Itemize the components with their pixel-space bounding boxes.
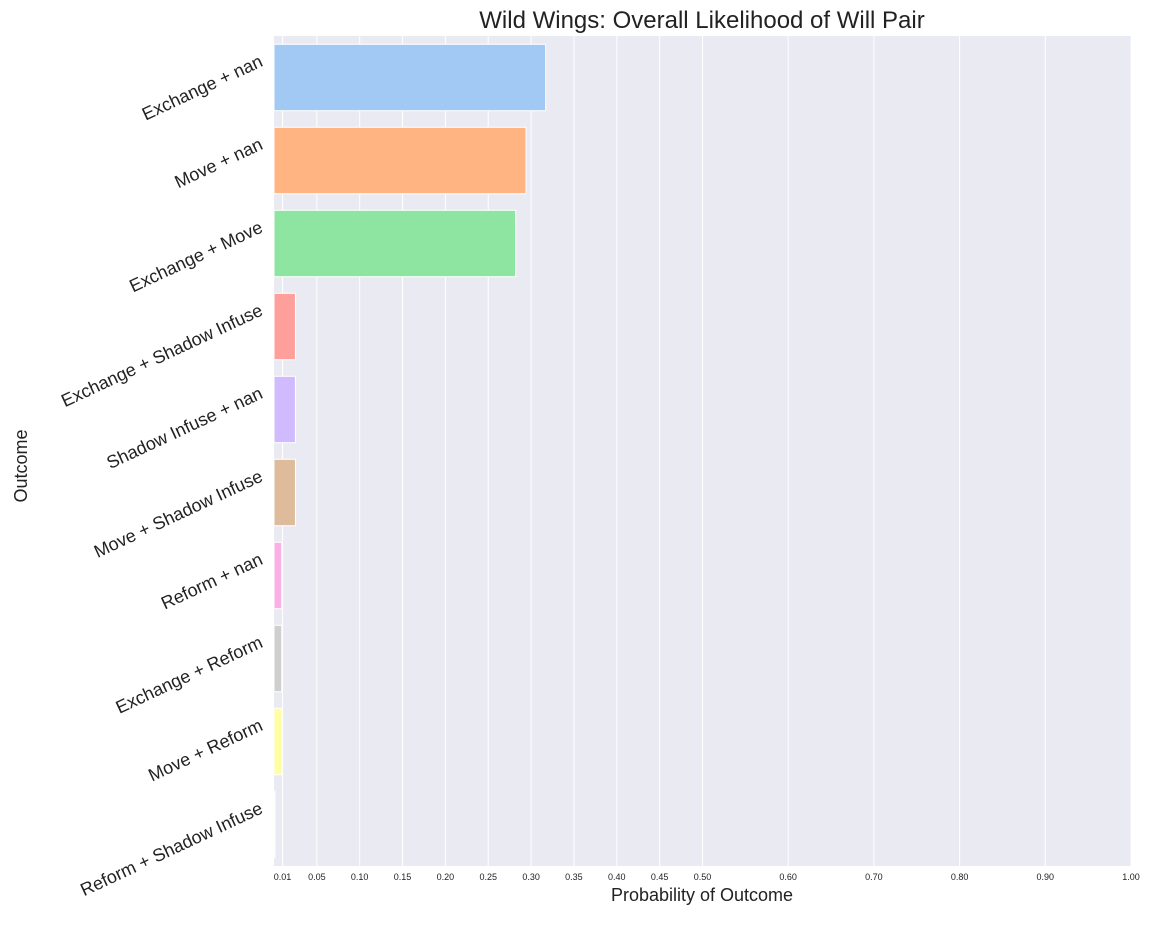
x-tick-labels: 0.01 0.05 0.10 0.15 0.20 0.25 0.30 0.35 0.40 0.45…	[274, 872, 1140, 882]
x-tick-label: 0.10	[351, 872, 369, 882]
category-label: Reform + nan	[158, 549, 266, 613]
x-axis-label: Probability of Outcome	[611, 885, 793, 905]
bars	[273, 43, 547, 859]
x-tick-label: 0.80	[951, 872, 969, 882]
y-axis-label: Outcome	[11, 429, 31, 502]
x-tick-label: 0.45	[651, 872, 669, 882]
bar	[273, 541, 283, 610]
bar	[273, 209, 517, 278]
chart-title: Wild Wings: Overall Likelihood of Will P…	[479, 7, 924, 34]
category-labels: Exchange + nan Move + nan Exchange + Move E…	[58, 51, 266, 900]
bar	[273, 292, 296, 361]
x-tick-label: 0.35	[565, 872, 583, 882]
bar	[273, 375, 296, 444]
category-label: Move + Shadow Infuse	[91, 466, 266, 562]
x-tick-label: 0.01	[274, 872, 292, 882]
bar	[273, 707, 283, 776]
x-tick-label: 0.05	[308, 872, 326, 882]
category-label: Move + nan	[172, 134, 266, 192]
category-label: Exchange + Reform	[113, 632, 266, 718]
x-tick-label: 0.70	[865, 872, 883, 882]
x-tick-label: 1.00	[1122, 872, 1140, 882]
bar	[273, 126, 527, 195]
x-tick-label: 0.30	[522, 872, 540, 882]
category-label: Move + Reform	[145, 715, 265, 785]
x-tick-label: 0.15	[394, 872, 412, 882]
bar	[273, 458, 296, 527]
category-label: Exchange + nan	[139, 51, 266, 124]
bar	[273, 790, 276, 859]
x-tick-label: 0.20	[437, 872, 455, 882]
x-tick-label: 0.90	[1037, 872, 1055, 882]
x-tick-label: 0.25	[479, 872, 497, 882]
x-tick-label: 0.50	[694, 872, 712, 882]
category-label: Shadow Infuse + nan	[103, 383, 265, 473]
bar	[273, 624, 283, 693]
x-tick-label: 0.60	[779, 872, 797, 882]
category-label: Exchange + Move	[126, 217, 265, 296]
bar	[273, 43, 547, 112]
category-label: Reform + Shadow Infuse	[77, 798, 265, 900]
x-tick-label: 0.40	[608, 872, 626, 882]
